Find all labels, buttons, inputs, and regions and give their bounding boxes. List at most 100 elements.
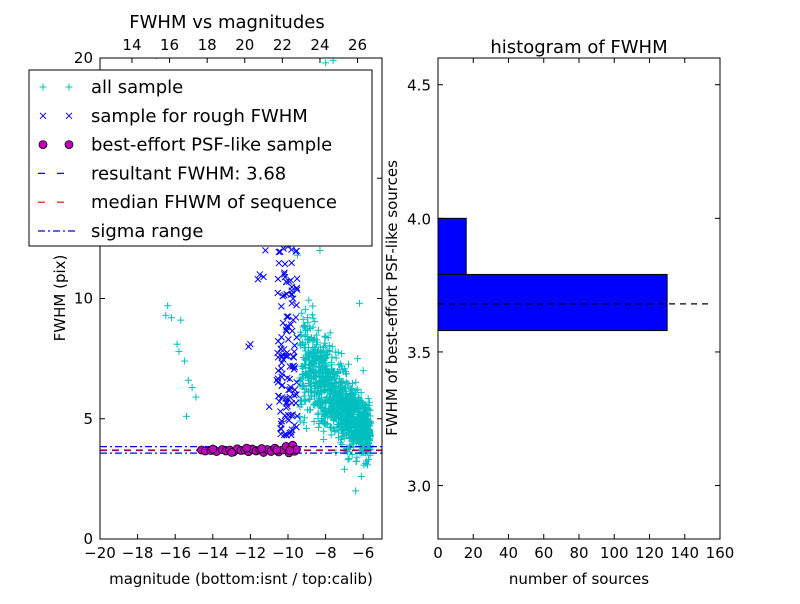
all-sample-point — [350, 401, 358, 409]
all-sample-point — [359, 441, 367, 449]
all-sample-point — [351, 390, 359, 398]
legend-label: median FHWM of sequence — [91, 192, 337, 213]
top-axis-ticks: 14 16 18 20 22 24 26 — [122, 36, 367, 63]
rough-sample-point — [279, 381, 286, 389]
all-sample-point — [323, 381, 331, 389]
all-sample-point — [360, 400, 368, 408]
all-sample-point — [357, 472, 365, 480]
all-sample-point — [305, 388, 313, 396]
all-sample-point — [321, 399, 329, 407]
all-sample-point — [332, 448, 340, 456]
all-sample-point — [310, 361, 318, 369]
legend-entry: sigma range — [38, 221, 203, 242]
all-sample-point — [309, 401, 317, 409]
rough-sample-point — [287, 431, 295, 439]
all-sample-point — [357, 401, 365, 409]
histogram-panel: histogram of FWHM 0 20 40 60 80 100 120 140 160 3… — [383, 37, 734, 588]
histogram-bar — [437, 273, 668, 332]
legend-label: sample for rough FWHM — [91, 106, 308, 127]
top-tick-label: 14 — [122, 36, 141, 54]
y-tick-label: 4.5 — [407, 77, 431, 95]
x-tick-label: −6 — [352, 544, 374, 562]
y-tick-label: 5 — [83, 410, 93, 428]
rough-sample-point — [284, 313, 292, 320]
all-sample-point — [332, 354, 340, 362]
all-sample-point — [348, 451, 356, 459]
rough-sample-point — [293, 423, 300, 431]
all-sample-point — [182, 412, 190, 420]
rough-sample-point — [278, 417, 285, 425]
all-sample-point — [344, 456, 352, 464]
all-sample-point — [317, 352, 325, 360]
all-sample-point — [329, 400, 337, 408]
all-sample-point — [335, 410, 343, 418]
all-sample-point — [315, 357, 323, 365]
all-sample-point — [301, 414, 309, 422]
all-sample-point — [299, 363, 307, 371]
all-sample-point — [296, 382, 304, 390]
all-sample-point — [304, 318, 312, 326]
x-tick-label: 100 — [600, 544, 629, 562]
all-sample-point — [328, 384, 336, 392]
all-sample-point — [364, 395, 372, 403]
x-tick-label: −12 — [235, 544, 267, 562]
x-tick-label: 120 — [635, 544, 664, 562]
rough-sample-point — [277, 365, 285, 372]
rough-sample-point — [245, 343, 252, 350]
x-tick-label: −20 — [84, 544, 116, 562]
top-tick-label: 24 — [310, 36, 329, 54]
rough-sample-point — [289, 316, 297, 324]
all-sample-point — [317, 398, 325, 406]
rough-sample-point — [278, 333, 285, 341]
all-sample-point — [311, 318, 319, 326]
all-sample-point — [301, 305, 309, 313]
legend-entry: sample for rough FWHM — [39, 106, 308, 127]
all-sample-point — [318, 366, 326, 374]
all-sample-point — [298, 309, 306, 317]
all-sample-point — [324, 373, 332, 381]
all-sample-point — [326, 329, 334, 337]
all-sample-point — [355, 299, 363, 307]
all-sample-point — [306, 406, 314, 414]
rough-sample-point — [280, 245, 287, 252]
y-tick-label: 4.0 — [407, 210, 431, 228]
histogram-plot-area — [437, 217, 712, 332]
rough-sample-point — [293, 247, 301, 255]
all-sample-point — [309, 302, 317, 310]
legend-label: sigma range — [91, 221, 203, 242]
all-sample-point — [181, 357, 189, 365]
rough-sample-point — [273, 376, 281, 384]
all-sample-point — [314, 409, 322, 417]
all-sample-point — [352, 487, 360, 495]
all-sample-point — [315, 394, 323, 402]
all-sample-point — [338, 350, 346, 358]
all-sample-point — [344, 360, 352, 368]
all-sample-point — [366, 426, 374, 434]
all-sample-point — [320, 407, 328, 415]
y-tick-label: 3.0 — [407, 478, 431, 496]
all-sample-point — [299, 315, 307, 323]
all-sample-point — [354, 385, 362, 393]
rough-sample-point — [281, 291, 288, 299]
all-sample-point — [352, 397, 360, 405]
all-sample-point — [297, 328, 305, 336]
all-sample-point — [184, 376, 192, 384]
rough-sample-point — [284, 352, 292, 360]
x-tick-label: 60 — [534, 544, 553, 562]
all-sample-point — [319, 375, 327, 383]
all-sample-point — [337, 435, 345, 443]
legend-marker — [65, 112, 73, 120]
all-sample-point — [305, 396, 313, 404]
all-sample-point — [306, 365, 314, 373]
rough-sample-point — [278, 303, 285, 310]
all-sample-point — [337, 360, 345, 368]
all-sample-point — [309, 323, 317, 331]
all-sample-point — [337, 378, 345, 386]
all-sample-point — [364, 456, 372, 464]
scatter-y-label: FWHM (pix) — [51, 255, 69, 342]
legend-marker — [39, 112, 47, 120]
rough-sample-point — [285, 386, 292, 394]
all-sample-point — [167, 314, 175, 322]
rough-sample-point — [279, 292, 287, 300]
rough-sample-point — [278, 359, 286, 367]
